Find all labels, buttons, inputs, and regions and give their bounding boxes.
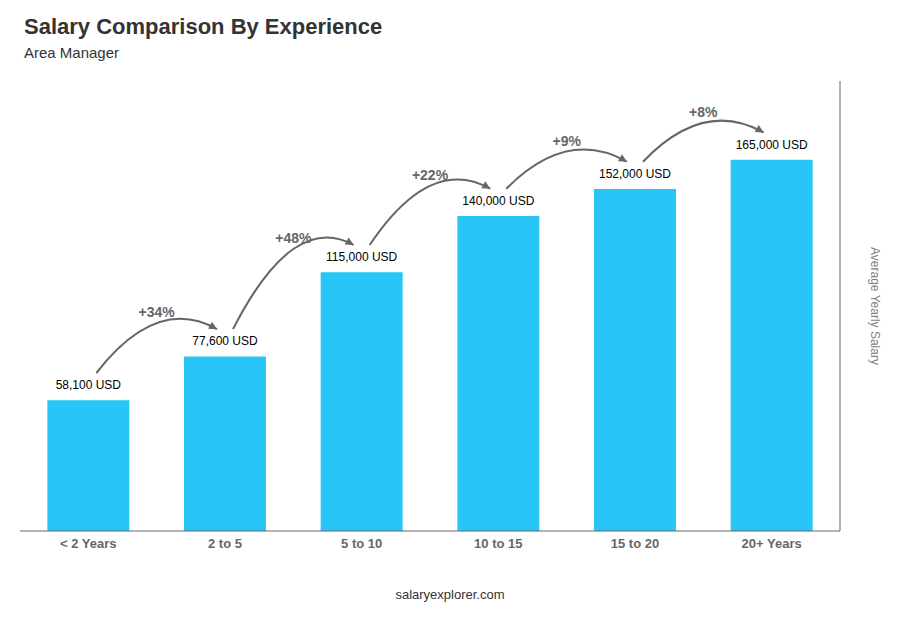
svg-text:+22%: +22%: [412, 167, 449, 183]
svg-text:+48%: +48%: [275, 230, 312, 246]
html-text:salaryexplorer.com: salaryexplorer.com: [395, 587, 505, 602]
svg-text:Average Yearly Salary: Average Yearly Salary: [868, 247, 882, 365]
svg-text:20+ Years: 20+ Years: [742, 536, 802, 551]
svg-text:10 to 15: 10 to 15: [474, 536, 522, 551]
svg-text:165,000 USD: 165,000 USD: [736, 138, 808, 152]
svg-text:< 2 Years: < 2 Years: [60, 536, 117, 551]
svg-text:77,600 USD: 77,600 USD: [192, 334, 258, 348]
svg-text:5 to 10: 5 to 10: [341, 536, 382, 551]
svg-text:+9%: +9%: [552, 133, 581, 149]
svg-text:58,100 USD: 58,100 USD: [56, 378, 122, 392]
svg-text:+34%: +34%: [139, 304, 176, 320]
html-text:Area Manager: Area Manager: [24, 44, 120, 61]
html-text:Salary Comparison By Experienc: Salary Comparison By Experience: [24, 14, 383, 39]
svg-text:140,000 USD: 140,000 USD: [462, 194, 534, 208]
svg-text:152,000 USD: 152,000 USD: [599, 167, 671, 181]
svg-text:15 to 20: 15 to 20: [611, 536, 659, 551]
svg-text:115,000 USD: 115,000 USD: [326, 250, 397, 264]
svg-text:2 to 5: 2 to 5: [208, 536, 242, 551]
svg-text:+8%: +8%: [689, 104, 718, 120]
